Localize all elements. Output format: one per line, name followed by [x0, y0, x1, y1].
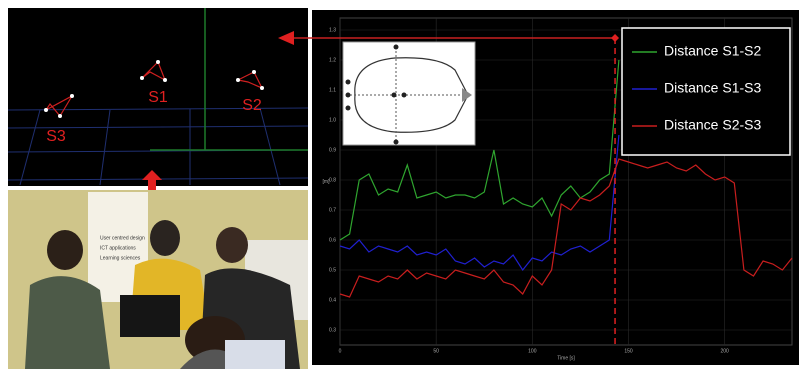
head-point [392, 93, 397, 98]
head-point [346, 93, 351, 98]
y-tick-label: 1.1 [329, 87, 336, 93]
y-tick-label: 0.4 [329, 297, 336, 303]
y-tick-label: 0.7 [329, 207, 336, 213]
y-tick-label: 1.0 [329, 117, 336, 123]
y-tick-label: 0.9 [329, 147, 336, 153]
figure: S1 S2 S3 User centred design ICT applica… [0, 0, 799, 369]
y-tick-label: 0.5 [329, 267, 336, 273]
head-point [346, 80, 351, 85]
scene-label: S1 [148, 89, 168, 106]
poster-text: ICT applications [100, 245, 136, 251]
y-tick-label: 1.3 [329, 27, 336, 33]
x-tick-label: 50 [433, 348, 439, 354]
scene-label: S2 [242, 97, 262, 114]
y-tick-label: 0.3 [329, 327, 336, 333]
x-tick-label: 150 [624, 348, 633, 354]
head-point [394, 140, 399, 145]
y-tick-label: 1.2 [329, 57, 336, 63]
x-tick-label: 0 [339, 348, 342, 354]
scene-label: S3 [46, 128, 66, 145]
head-point [402, 93, 407, 98]
x-tick-label: 100 [528, 348, 537, 354]
legend-label: Distance S1-S3 [664, 80, 761, 96]
poster-text: User centred design [100, 235, 145, 241]
legend-label: Distance S1-S2 [664, 43, 761, 59]
x-axis-label: Time [s] [557, 355, 575, 361]
head-point [394, 45, 399, 50]
y-axis-label: [m] [323, 179, 331, 185]
head-point [346, 106, 351, 111]
x-tick-label: 200 [721, 348, 730, 354]
y-tick-label: 0.6 [329, 237, 336, 243]
legend-label: Distance S2-S3 [664, 117, 761, 133]
y-tick-label: 0.8 [329, 177, 336, 183]
poster-text: Learning sciences [100, 255, 141, 261]
